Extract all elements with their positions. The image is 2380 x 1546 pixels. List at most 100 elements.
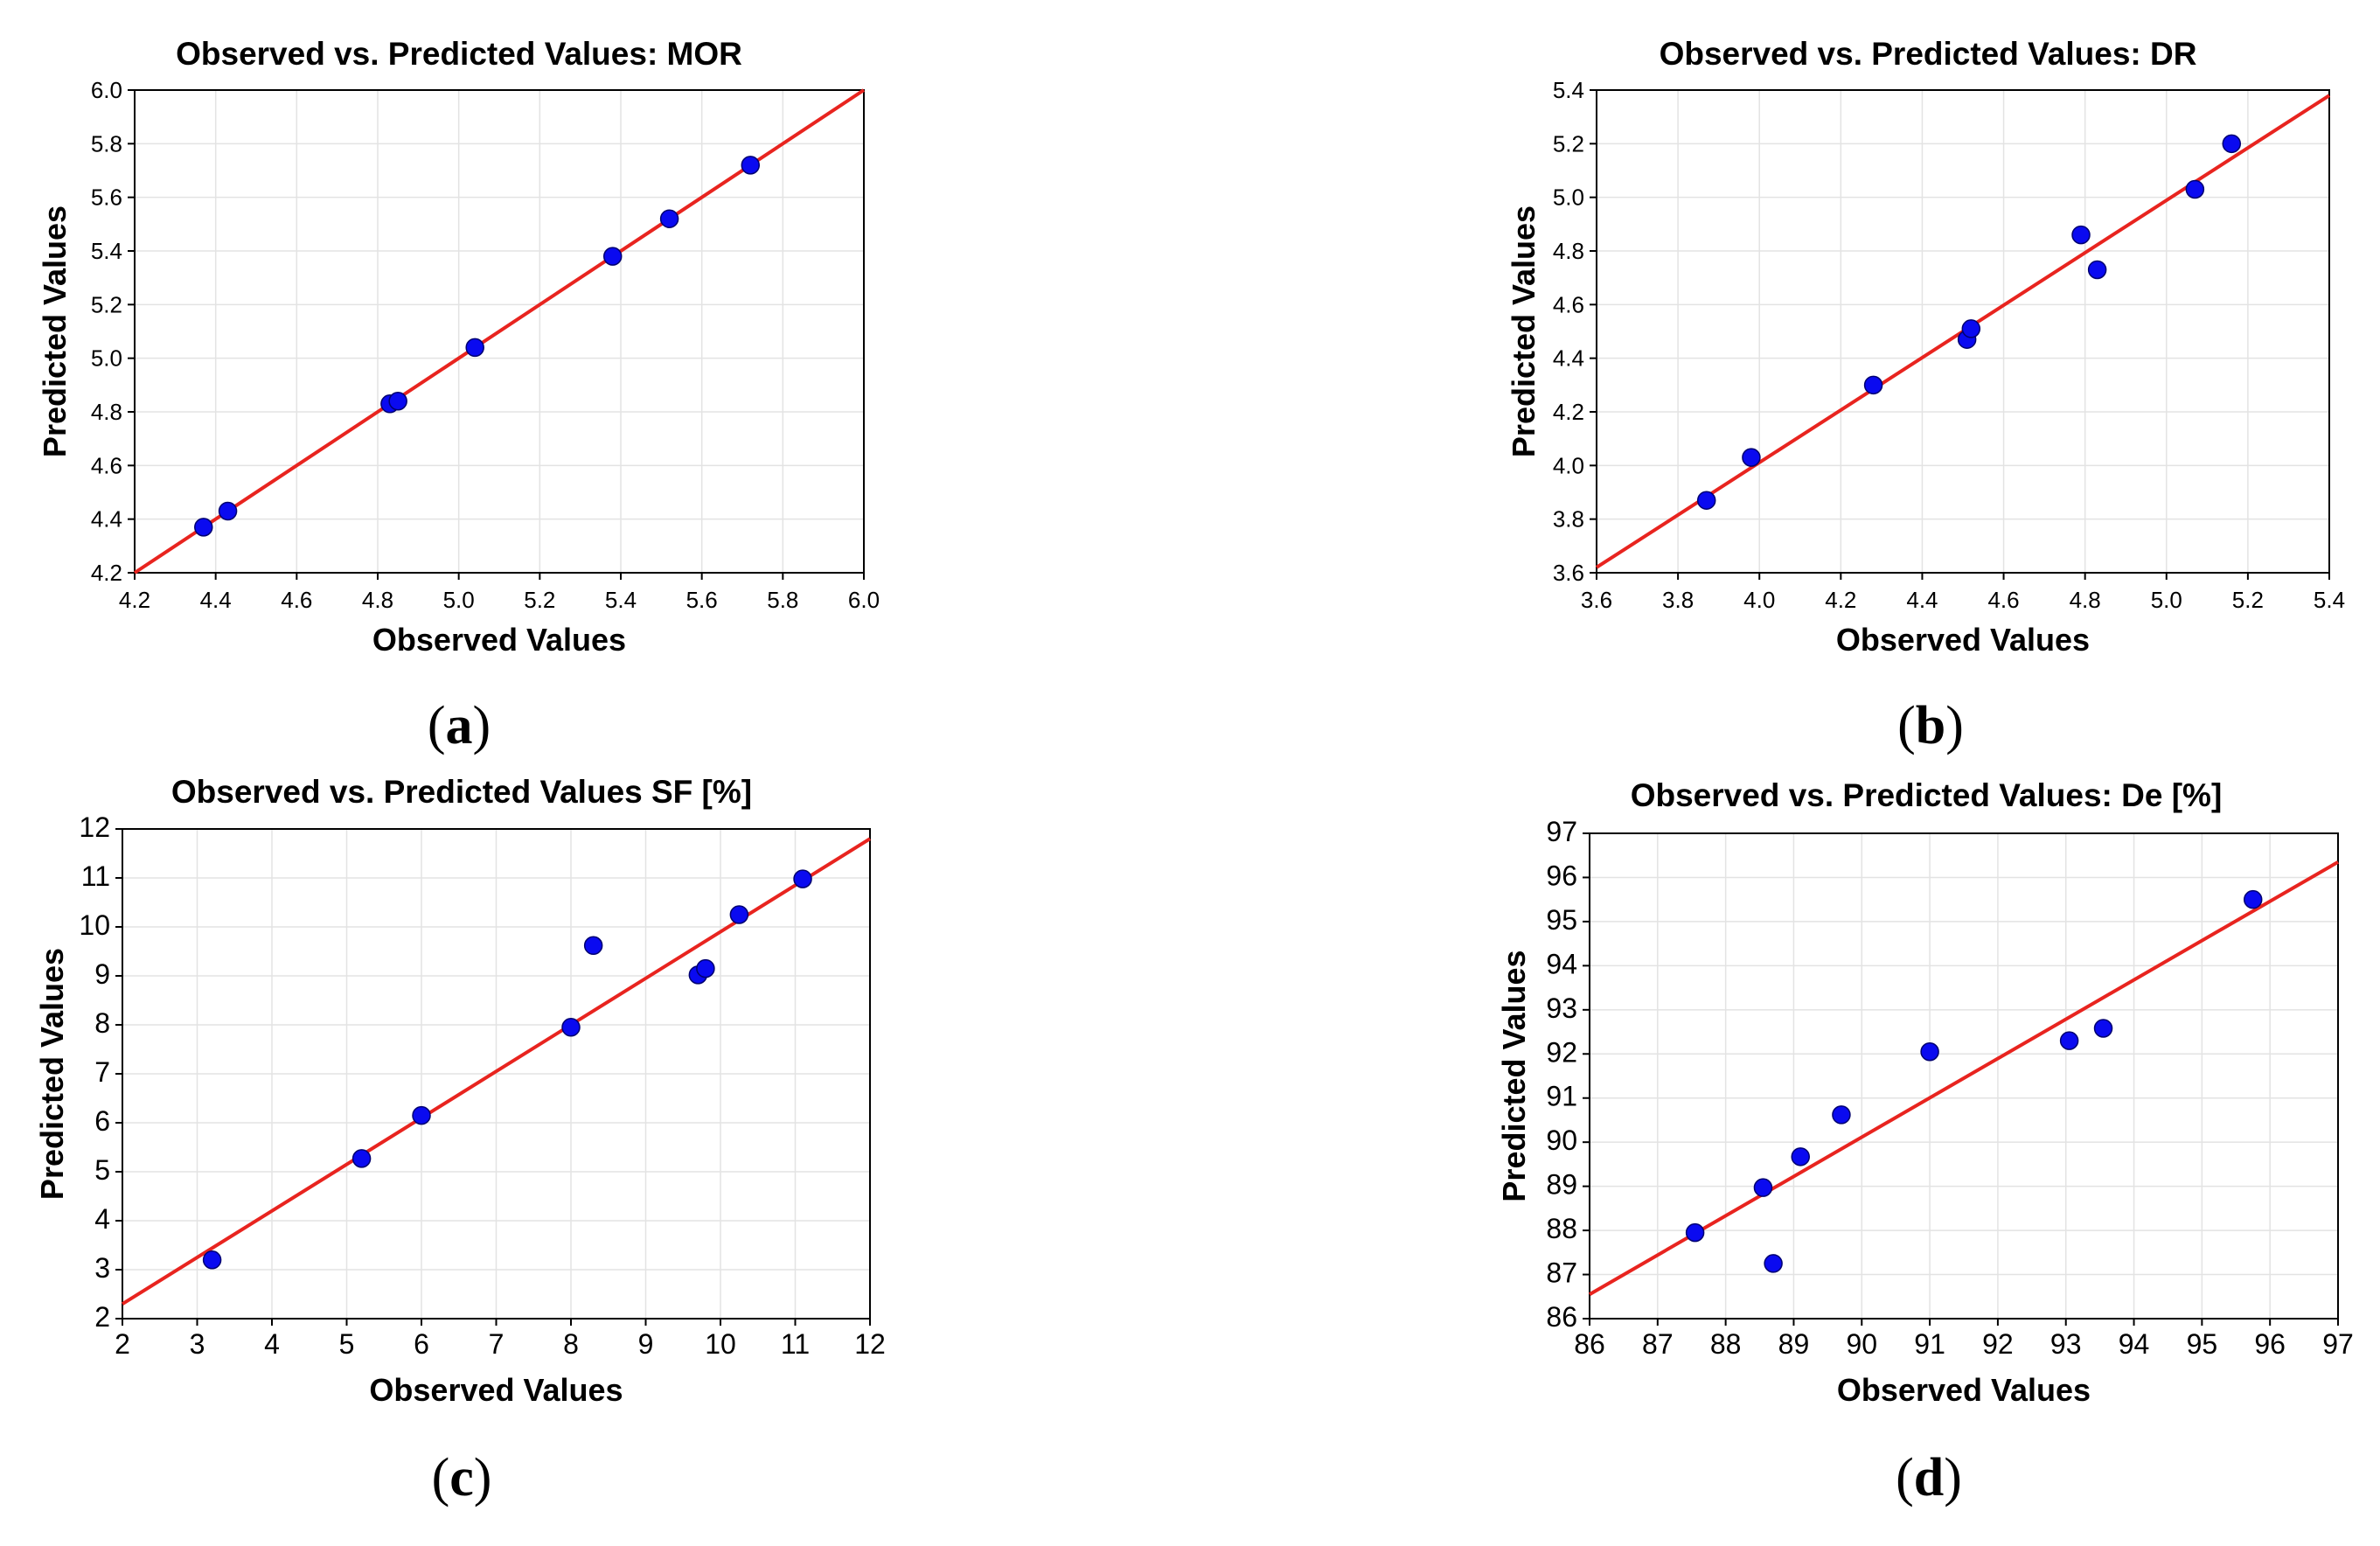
y-tick-label: 4.2 bbox=[1553, 399, 1584, 425]
plot-frame bbox=[1596, 89, 2330, 574]
data-point bbox=[729, 905, 749, 924]
x-tick-label: 7 bbox=[489, 1328, 505, 1360]
x-tick-label: 4 bbox=[264, 1328, 280, 1360]
y-tick-label: 3.8 bbox=[1553, 506, 1584, 533]
data-point bbox=[793, 869, 812, 888]
y-tick-label: 90 bbox=[1546, 1125, 1577, 1156]
x-tick-label: 4.4 bbox=[200, 587, 232, 613]
y-tick-label: 5.2 bbox=[1553, 130, 1584, 157]
y-tick-label: 4.8 bbox=[1553, 238, 1584, 264]
data-point bbox=[2071, 225, 2091, 245]
y-tick-label: 4.6 bbox=[91, 452, 122, 478]
data-point bbox=[1753, 1178, 1773, 1197]
y-tick-label: 4 bbox=[94, 1203, 110, 1235]
data-point bbox=[2093, 1019, 2113, 1038]
x-axis-label: Observed Values bbox=[369, 1372, 623, 1408]
x-tick-label: 4.6 bbox=[281, 587, 312, 613]
data-point bbox=[1696, 491, 1716, 510]
x-tick-label: 91 bbox=[1914, 1328, 1945, 1360]
data-point bbox=[351, 1149, 372, 1168]
x-axis-label: Observed Values bbox=[1836, 622, 2090, 658]
panel-caption: (c) bbox=[432, 1448, 492, 1508]
x-tick-label: 5.4 bbox=[605, 587, 637, 613]
data-point bbox=[1832, 1105, 1851, 1125]
y-tick-label: 95 bbox=[1546, 904, 1577, 936]
x-tick-label: 5.0 bbox=[443, 587, 475, 613]
plot-frame bbox=[122, 828, 871, 1320]
x-tick-label: 10 bbox=[705, 1328, 736, 1360]
panel-caption: (b) bbox=[1897, 696, 1964, 756]
y-tick-label: 5.4 bbox=[91, 238, 122, 264]
x-tick-label: 86 bbox=[1574, 1328, 1605, 1360]
data-point bbox=[1742, 448, 1761, 467]
y-tick-label: 8 bbox=[94, 1007, 110, 1039]
x-tick-label: 4.2 bbox=[1825, 587, 1856, 613]
x-tick-label: 4.2 bbox=[119, 587, 150, 613]
x-tick-label: 94 bbox=[2119, 1328, 2150, 1360]
x-tick-label: 5.4 bbox=[2314, 587, 2345, 613]
y-tick-label: 5.4 bbox=[1553, 77, 1584, 103]
y-tick-label: 91 bbox=[1546, 1081, 1577, 1112]
y-axis-label: Predicted Values bbox=[37, 205, 73, 457]
panel-caption: (a) bbox=[428, 696, 491, 756]
chart-title: Observed vs. Predicted Values: MOR bbox=[176, 36, 742, 72]
y-axis-label: Predicted Values bbox=[1506, 205, 1541, 457]
data-point bbox=[2087, 260, 2107, 280]
y-tick-label: 5 bbox=[94, 1154, 110, 1186]
y-tick-label: 7 bbox=[94, 1056, 110, 1088]
data-point bbox=[194, 518, 213, 537]
chart-title: Observed vs. Predicted Values: De [%] bbox=[1631, 777, 2223, 813]
data-point bbox=[1863, 375, 1883, 395]
chart-title: Observed vs. Predicted Values SF [%] bbox=[171, 774, 752, 810]
data-point bbox=[1961, 319, 1981, 338]
x-tick-label: 4.0 bbox=[1743, 587, 1775, 613]
y-tick-label: 5.0 bbox=[1553, 185, 1584, 211]
x-tick-label: 89 bbox=[1778, 1328, 1810, 1360]
data-point bbox=[1920, 1042, 1939, 1062]
y-tick-label: 87 bbox=[1546, 1257, 1577, 1289]
data-point bbox=[2185, 179, 2205, 199]
x-tick-label: 3.6 bbox=[1581, 587, 1612, 613]
x-tick-label: 5 bbox=[339, 1328, 355, 1360]
data-point bbox=[202, 1250, 222, 1270]
y-tick-label: 96 bbox=[1546, 860, 1577, 891]
y-tick-label: 4.8 bbox=[91, 399, 122, 425]
plot-frame bbox=[1589, 832, 2339, 1320]
y-tick-label: 86 bbox=[1546, 1301, 1577, 1333]
chart-title: Observed vs. Predicted Values: DR bbox=[1660, 36, 2197, 72]
x-tick-label: 3 bbox=[190, 1328, 205, 1360]
y-tick-label: 6 bbox=[94, 1105, 110, 1137]
y-tick-label: 12 bbox=[79, 811, 110, 843]
chart-panel-b: Observed vs. Predicted Values: DR 3.6 3.8 4… bbox=[1506, 36, 2345, 756]
y-tick-label: 4.6 bbox=[1553, 291, 1584, 317]
x-tick-label: 3.8 bbox=[1662, 587, 1694, 613]
x-tick-label: 5.8 bbox=[767, 587, 798, 613]
x-tick-label: 88 bbox=[1710, 1328, 1742, 1360]
x-tick-label: 9 bbox=[638, 1328, 654, 1360]
y-tick-label: 4.0 bbox=[1553, 452, 1584, 478]
data-point bbox=[388, 391, 407, 411]
x-axis-label: Observed Values bbox=[372, 622, 626, 658]
x-tick-label: 4.4 bbox=[1906, 587, 1938, 613]
data-point bbox=[2059, 1031, 2079, 1050]
chart-panel-c: Observed vs. Predicted Values SF [%] 2 3 4 5… bbox=[34, 774, 886, 1508]
y-axis-label: Predicted Values bbox=[1496, 950, 1532, 1201]
y-tick-label: 11 bbox=[81, 860, 110, 892]
x-axis-label: Observed Values bbox=[1837, 1372, 2091, 1408]
y-tick-label: 4.4 bbox=[91, 506, 122, 533]
y-tick-label: 92 bbox=[1546, 1036, 1577, 1068]
y-tick-label: 4.2 bbox=[91, 560, 122, 586]
y-tick-label: 3 bbox=[94, 1252, 110, 1284]
data-point bbox=[659, 209, 679, 228]
data-point bbox=[1791, 1147, 1810, 1166]
x-tick-label: 11 bbox=[781, 1328, 810, 1360]
data-point bbox=[2243, 889, 2263, 909]
x-tick-label: 95 bbox=[2187, 1328, 2218, 1360]
y-tick-label: 88 bbox=[1546, 1213, 1577, 1244]
data-point bbox=[602, 247, 623, 266]
x-tick-label: 8 bbox=[563, 1328, 579, 1360]
y-tick-label: 94 bbox=[1546, 948, 1577, 979]
fit-line bbox=[133, 88, 866, 575]
x-tick-label: 97 bbox=[2322, 1328, 2354, 1360]
